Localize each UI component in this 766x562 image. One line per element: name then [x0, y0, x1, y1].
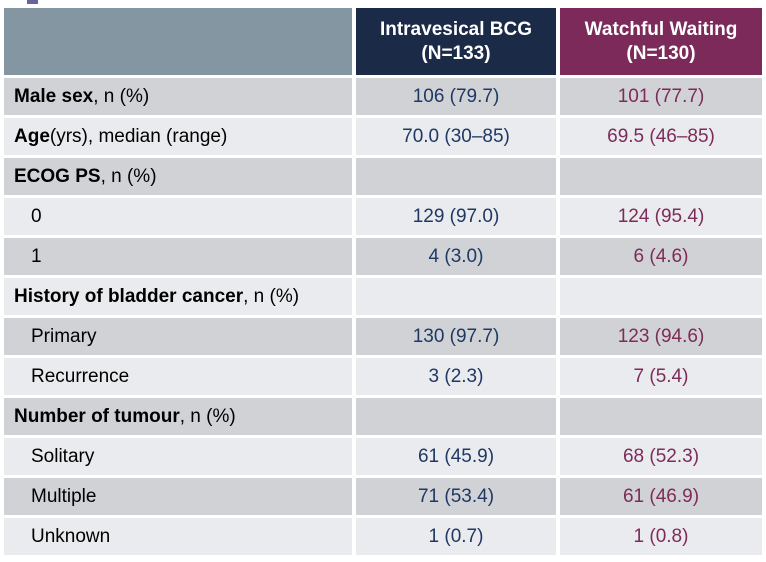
- ww-value-recurrence: 7 (5.4): [560, 358, 762, 395]
- row-label-unknown: Unknown: [4, 518, 352, 555]
- row-label-ecog-1: 1: [4, 238, 352, 275]
- bcg-value-ecog-ps: [356, 158, 556, 195]
- bcg-value-history: [356, 278, 556, 315]
- ww-value-history: [560, 278, 762, 315]
- ww-value-unknown: 1 (0.8): [560, 518, 762, 555]
- bcg-value-recurrence: 3 (2.3): [356, 358, 556, 395]
- ww-value-age: 69.5 (46–85): [560, 118, 762, 155]
- row-label-recurrence: Recurrence: [4, 358, 352, 395]
- row-label-primary: Primary: [4, 318, 352, 355]
- row-label-age: Age (yrs), median (range): [4, 118, 352, 155]
- header-ww-line1: Watchful Waiting: [584, 18, 738, 40]
- ww-value-multiple: 61 (46.9): [560, 478, 762, 515]
- bcg-value-primary: 130 (97.7): [356, 318, 556, 355]
- baseline-characteristics-table: Intravesical BCG (N=133) Watchful Waitin…: [4, 8, 762, 555]
- bcg-value-age: 70.0 (30–85): [356, 118, 556, 155]
- row-label-male-sex: Male sex, n (%): [4, 78, 352, 115]
- header-bcg-column: Intravesical BCG (N=133): [356, 8, 556, 75]
- row-label-history: History of bladder cancer, n (%): [4, 278, 352, 315]
- ww-value-male-sex: 101 (77.7): [560, 78, 762, 115]
- ww-value-primary: 123 (94.6): [560, 318, 762, 355]
- row-label-ecog-ps: ECOG PS, n (%): [4, 158, 352, 195]
- header-bcg-line2: (N=133): [421, 42, 491, 64]
- header-empty-cell: [4, 8, 352, 75]
- header-ww-line2: (N=130): [626, 42, 696, 64]
- bcg-value-unknown: 1 (0.7): [356, 518, 556, 555]
- bcg-value-solitary: 61 (45.9): [356, 438, 556, 475]
- bcg-value-number-of-tumour: [356, 398, 556, 435]
- ww-value-ecog-ps: [560, 158, 762, 195]
- bcg-value-ecog-0: 129 (97.0): [356, 198, 556, 235]
- header-ww-column: Watchful Waiting (N=130): [560, 8, 762, 75]
- bcg-value-male-sex: 106 (79.7): [356, 78, 556, 115]
- bcg-value-ecog-1: 4 (3.0): [356, 238, 556, 275]
- row-label-ecog-0: 0: [4, 198, 352, 235]
- cropped-title-fragment: [27, 0, 38, 4]
- ww-value-ecog-0: 124 (95.4): [560, 198, 762, 235]
- header-bcg-line1: Intravesical BCG: [379, 18, 533, 40]
- ww-value-solitary: 68 (52.3): [560, 438, 762, 475]
- row-label-solitary: Solitary: [4, 438, 352, 475]
- row-label-number-of-tumour: Number of tumour, n (%): [4, 398, 352, 435]
- row-label-multiple: Multiple: [4, 478, 352, 515]
- ww-value-number-of-tumour: [560, 398, 762, 435]
- bcg-value-multiple: 71 (53.4): [356, 478, 556, 515]
- ww-value-ecog-1: 6 (4.6): [560, 238, 762, 275]
